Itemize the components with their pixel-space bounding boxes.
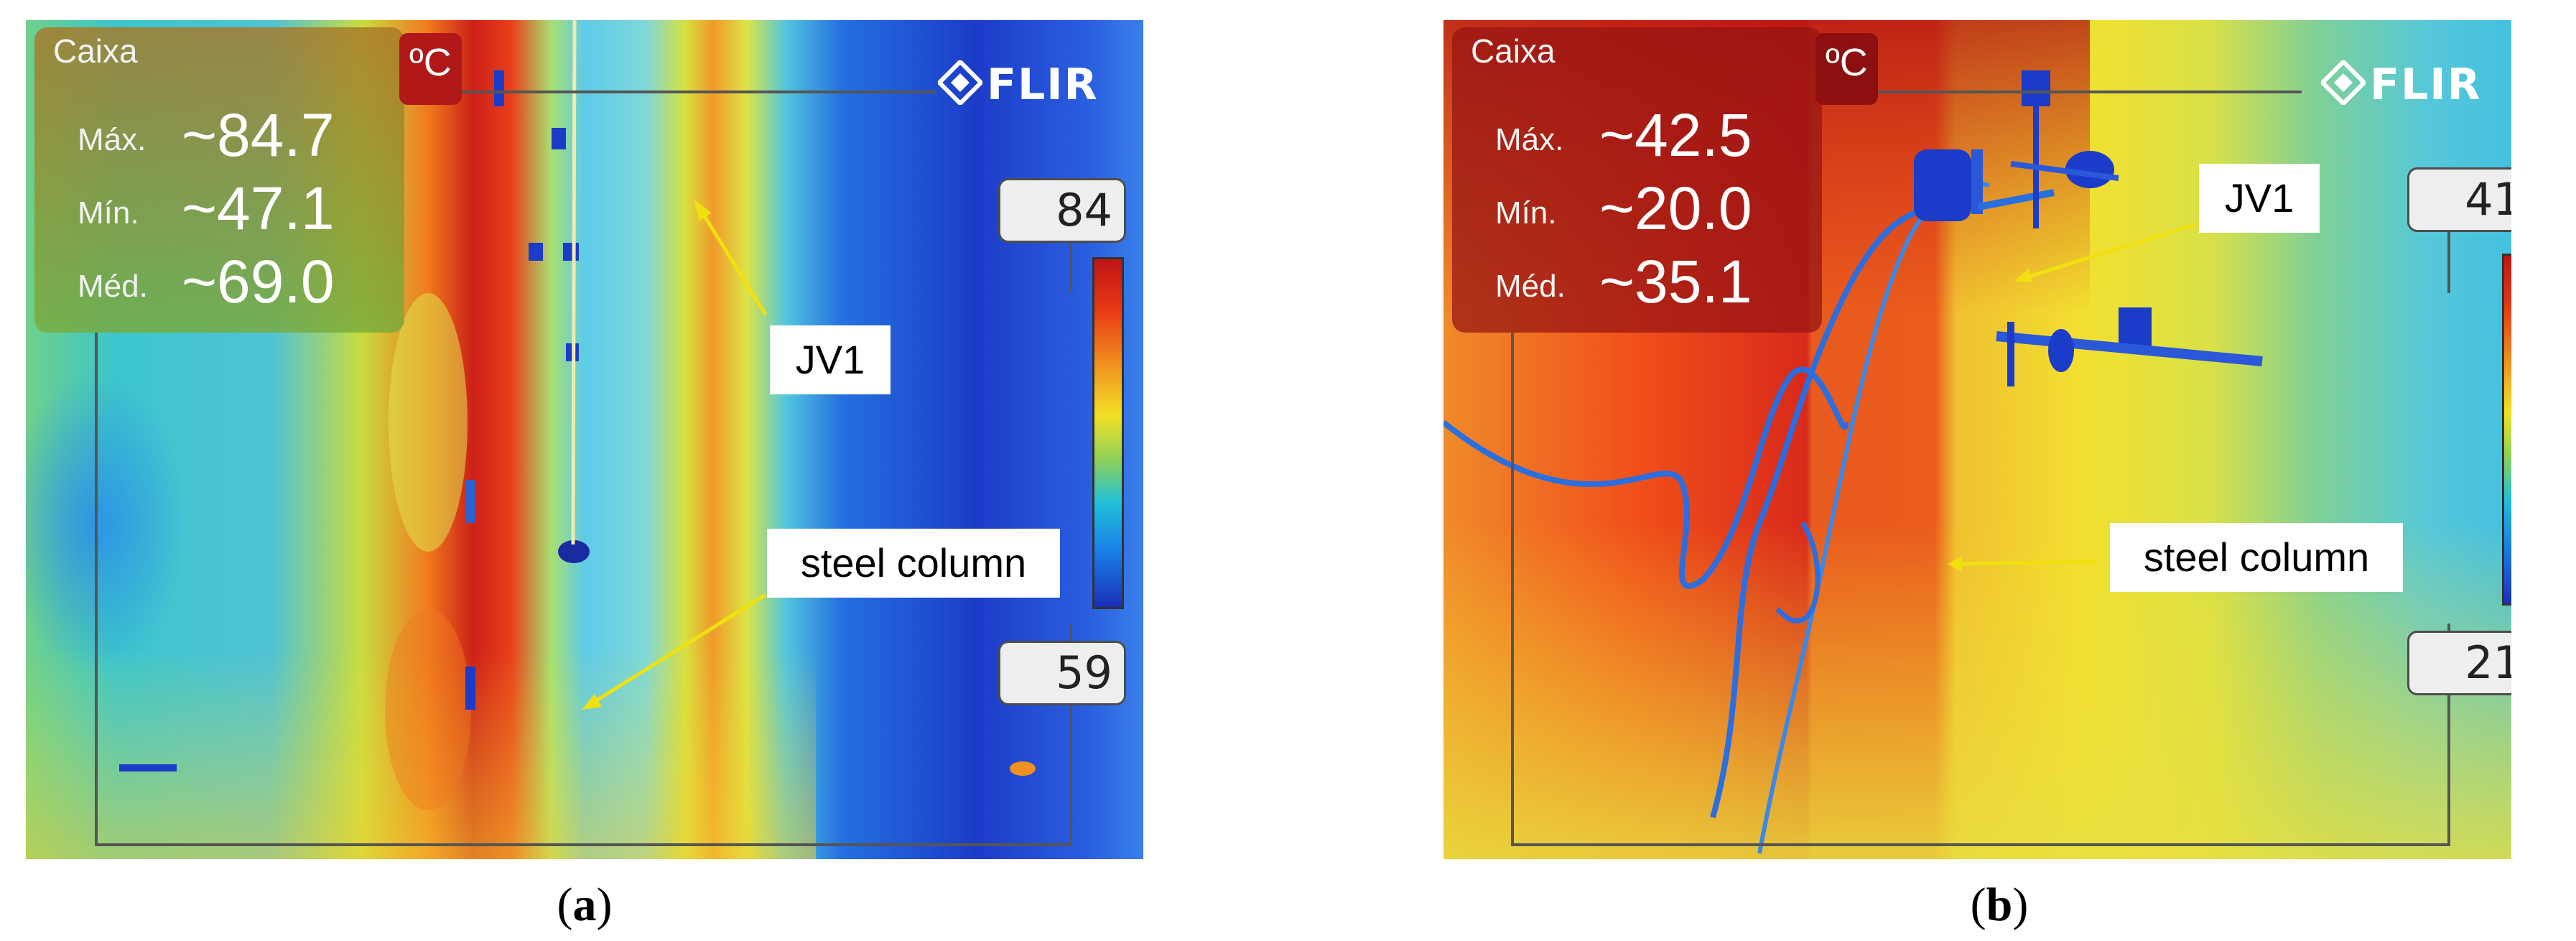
unit-label-a: ºC (399, 33, 462, 105)
scale-min-b: 21 (2407, 631, 2511, 695)
callout-steel-column-a: steel column (767, 529, 1060, 598)
callout-steel-column-b: steel column (2110, 523, 2403, 592)
caption-a: (a) (557, 879, 613, 931)
thermal-image-b: Caixa Máx. ~42.5 Mín. ~20.0 Méd. ~35.1 º… (1443, 20, 2511, 859)
box-title: Caixa (1471, 32, 1556, 70)
scale-max-a: 84 (998, 178, 1126, 243)
colorbar-b (2502, 254, 2511, 606)
box-title: Caixa (53, 32, 138, 70)
colorbar-a (1092, 257, 1124, 609)
flir-logo-a: FLIR (936, 55, 1099, 112)
measurement-box-b: Caixa Máx. ~42.5 Mín. ~20.0 Méd. ~35.1 (1452, 27, 1822, 333)
flir-diamond-icon (936, 58, 985, 107)
callout-jv1-b: JV1 (2199, 164, 2320, 233)
caption-b: (b) (1970, 879, 2029, 931)
measurement-box-a: Caixa Máx. ~84.7 Mín. ~47.1 Méd. ~69.0 (34, 27, 404, 333)
flir-logo-b: FLIR (2319, 55, 2482, 112)
scale-min-a: 59 (998, 641, 1126, 705)
unit-label-b: ºC (1815, 33, 1878, 105)
flir-diamond-icon (2319, 58, 2368, 107)
thermal-image-a: Caixa Máx. ~84.7 Mín. ~47.1 Méd. ~69.0 º… (26, 20, 1143, 859)
scale-max-b: 41 (2407, 167, 2511, 232)
callout-jv1-a: JV1 (770, 325, 891, 394)
